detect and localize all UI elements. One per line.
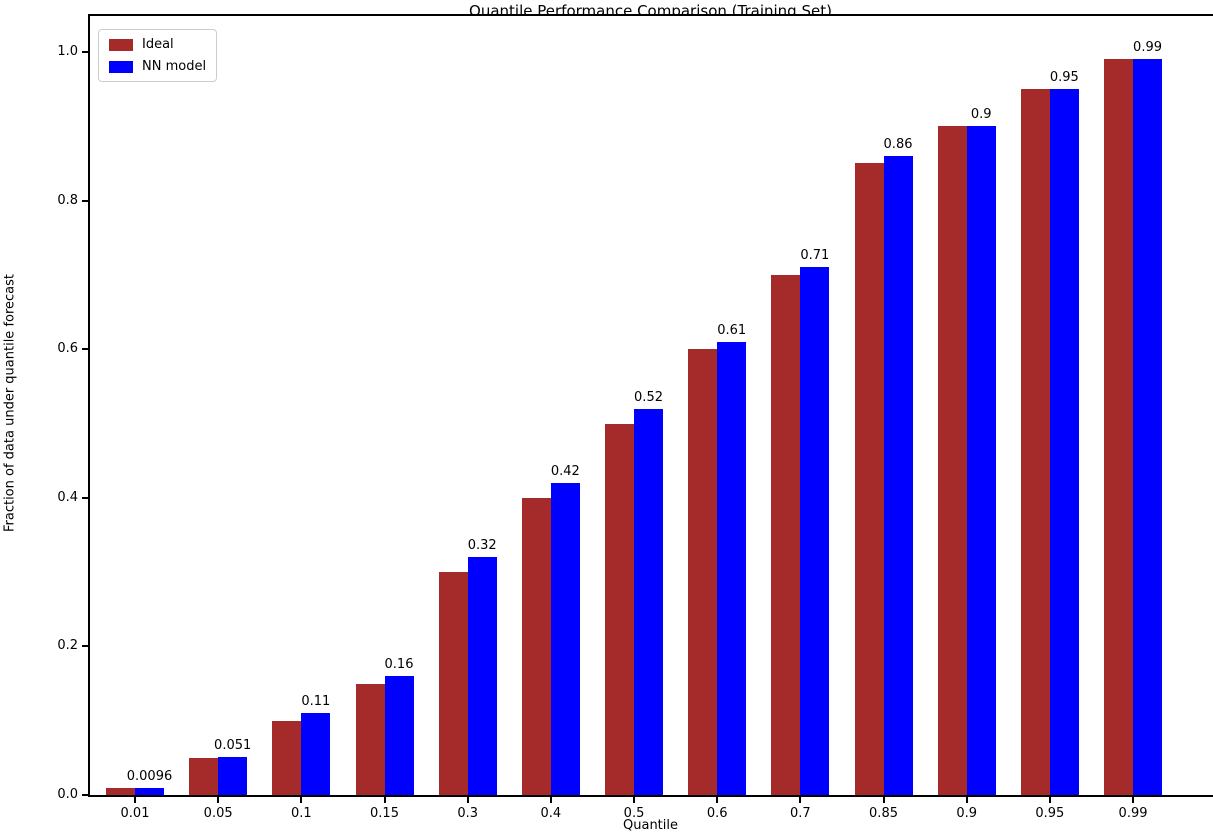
x-tick-label: 0.05	[203, 806, 233, 821]
bar-nn-model	[550, 482, 580, 795]
bar-ideal	[355, 683, 385, 795]
bar-nn-model	[966, 126, 996, 795]
y-tick-label: 0.2	[57, 638, 78, 654]
x-tick-label: 0.15	[370, 806, 399, 821]
bar-nn-model	[301, 713, 331, 795]
y-tick-label: 0.6	[57, 341, 78, 357]
y-tick-label: 0.4	[57, 489, 78, 505]
bar-value-label: 0.42	[550, 463, 580, 479]
x-tick-label: 0.4	[540, 806, 562, 821]
x-tick-mark	[300, 797, 303, 803]
x-tick-mark	[1132, 797, 1135, 803]
bar-ideal	[438, 572, 468, 795]
x-axis-label: Quantile	[623, 818, 678, 833]
legend-item-nn-model: NN model	[109, 59, 206, 74]
bar-value-label: 0.95	[1049, 70, 1079, 86]
bar-ideal	[1104, 59, 1134, 795]
x-tick-mark	[217, 797, 220, 803]
bar-nn-model	[800, 267, 830, 795]
legend-label-ideal: Ideal	[142, 37, 174, 52]
bar-nn-model	[218, 757, 248, 795]
bar-ideal	[771, 274, 801, 795]
x-tick-label: 0.6	[706, 806, 728, 821]
bar-value-label: 0.16	[384, 657, 414, 673]
x-tick-label: 0.5	[623, 806, 645, 821]
bar-value-label: 0.32	[467, 538, 497, 554]
x-tick-mark	[1048, 797, 1051, 803]
bar-ideal	[189, 757, 219, 795]
x-tick-label: 0.99	[1118, 806, 1148, 821]
y-tick-label: 0.8	[57, 192, 78, 208]
x-tick-label: 0.01	[120, 806, 150, 821]
x-tick-mark	[466, 797, 469, 803]
x-tick-label: 0.1	[290, 806, 312, 821]
bar-nn-model	[467, 557, 497, 795]
y-tick-mark	[82, 645, 88, 648]
bar-value-label: 0.52	[634, 389, 663, 405]
bar-ideal	[605, 423, 635, 795]
bar-nn-model	[634, 408, 664, 795]
bar-nn-model	[717, 341, 747, 795]
y-tick-mark	[82, 199, 88, 202]
bar-ideal	[272, 720, 302, 795]
bar-value-label: 0.99	[1133, 40, 1163, 56]
bar-value-label: 0.9	[970, 107, 992, 123]
legend: Ideal NN model	[98, 29, 218, 82]
legend-item-ideal: Ideal	[109, 37, 206, 52]
y-tick-label: 1.0	[57, 44, 78, 59]
x-tick-mark	[383, 797, 386, 803]
x-tick-mark	[549, 797, 552, 803]
bar-nn-model	[1049, 89, 1079, 795]
x-tick-label: 0.85	[869, 806, 898, 821]
x-tick-label: 0.9	[956, 806, 978, 821]
bar-ideal	[521, 497, 551, 795]
y-tick-mark	[82, 496, 88, 499]
y-tick-mark	[82, 794, 88, 796]
y-tick-mark	[82, 348, 88, 351]
y-axis-label: Fraction of data under quantile forecast	[2, 273, 18, 533]
x-tick-label: 0.3	[457, 806, 479, 821]
bar-value-label: 0.86	[883, 137, 913, 153]
x-tick-mark	[799, 797, 802, 803]
bar-ideal	[937, 126, 967, 795]
x-tick-mark	[716, 797, 719, 803]
x-tick-label: 0.95	[1035, 806, 1065, 821]
x-tick-mark	[965, 797, 968, 803]
bar-ideal	[106, 787, 135, 795]
nn-model-swatch-icon	[109, 60, 133, 73]
x-tick-mark	[882, 797, 885, 803]
bar-value-label: 0.61	[717, 322, 747, 338]
bar-nn-model	[384, 676, 414, 795]
x-tick-mark	[134, 797, 136, 803]
bar-ideal	[1020, 89, 1050, 795]
bar-ideal	[688, 349, 718, 795]
bar-ideal	[854, 163, 884, 795]
plot-area: 0.0 0.2 0.4 0.6 0.8 1.0 0.0096 0.051 0.11 0.16 0.…	[57, 14, 1213, 821]
bar-nn-model	[135, 787, 164, 795]
bar-value-label: 0.11	[301, 694, 331, 710]
legend-label-nn-model: NN model	[142, 59, 207, 74]
ideal-swatch-icon	[109, 38, 133, 51]
bar-nn-model	[883, 156, 913, 795]
bar-value-label: 0.051	[214, 738, 252, 754]
bar-value-label: 0.71	[800, 248, 830, 264]
bar-value-label: 0.0096	[126, 768, 173, 784]
x-tick-mark	[633, 797, 636, 803]
y-tick-label: 0.0	[57, 787, 78, 802]
y-tick-mark	[82, 51, 88, 53]
x-tick-label: 0.7	[790, 806, 811, 821]
bar-nn-model	[1133, 59, 1163, 795]
